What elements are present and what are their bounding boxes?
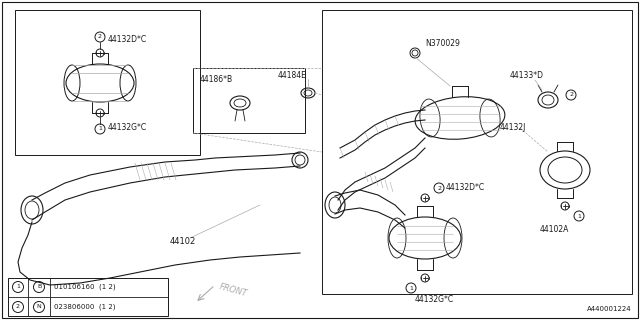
Text: 44184E: 44184E xyxy=(278,70,307,79)
Text: N370029: N370029 xyxy=(425,38,460,47)
Text: 44132G*C: 44132G*C xyxy=(415,295,454,305)
Text: 44132J: 44132J xyxy=(500,124,526,132)
Text: 44132D*C: 44132D*C xyxy=(446,183,485,193)
Bar xyxy=(8,278,168,316)
Text: 2: 2 xyxy=(569,92,573,98)
Bar xyxy=(15,10,200,155)
Text: 44132D*C: 44132D*C xyxy=(108,35,147,44)
Text: 44102A: 44102A xyxy=(540,226,570,235)
Text: 44186*B: 44186*B xyxy=(200,76,233,84)
Bar xyxy=(322,10,632,294)
Text: 44132G*C: 44132G*C xyxy=(108,123,147,132)
Text: 2: 2 xyxy=(16,305,20,309)
Text: 44133*D: 44133*D xyxy=(510,70,544,79)
Bar xyxy=(193,68,305,133)
Text: 1: 1 xyxy=(409,285,413,291)
Text: 1: 1 xyxy=(577,213,581,219)
Text: 2: 2 xyxy=(98,35,102,39)
Text: 44102: 44102 xyxy=(170,237,196,246)
Text: 2: 2 xyxy=(437,186,441,190)
Text: 1: 1 xyxy=(98,126,102,132)
Text: FRONT: FRONT xyxy=(218,282,248,298)
Text: B: B xyxy=(37,284,41,290)
Text: N: N xyxy=(36,305,42,309)
Text: 010106160  (1 2): 010106160 (1 2) xyxy=(54,284,116,290)
Text: 023806000  (1 2): 023806000 (1 2) xyxy=(54,304,115,310)
Text: A440001224: A440001224 xyxy=(588,306,632,312)
Text: 1: 1 xyxy=(16,284,20,290)
